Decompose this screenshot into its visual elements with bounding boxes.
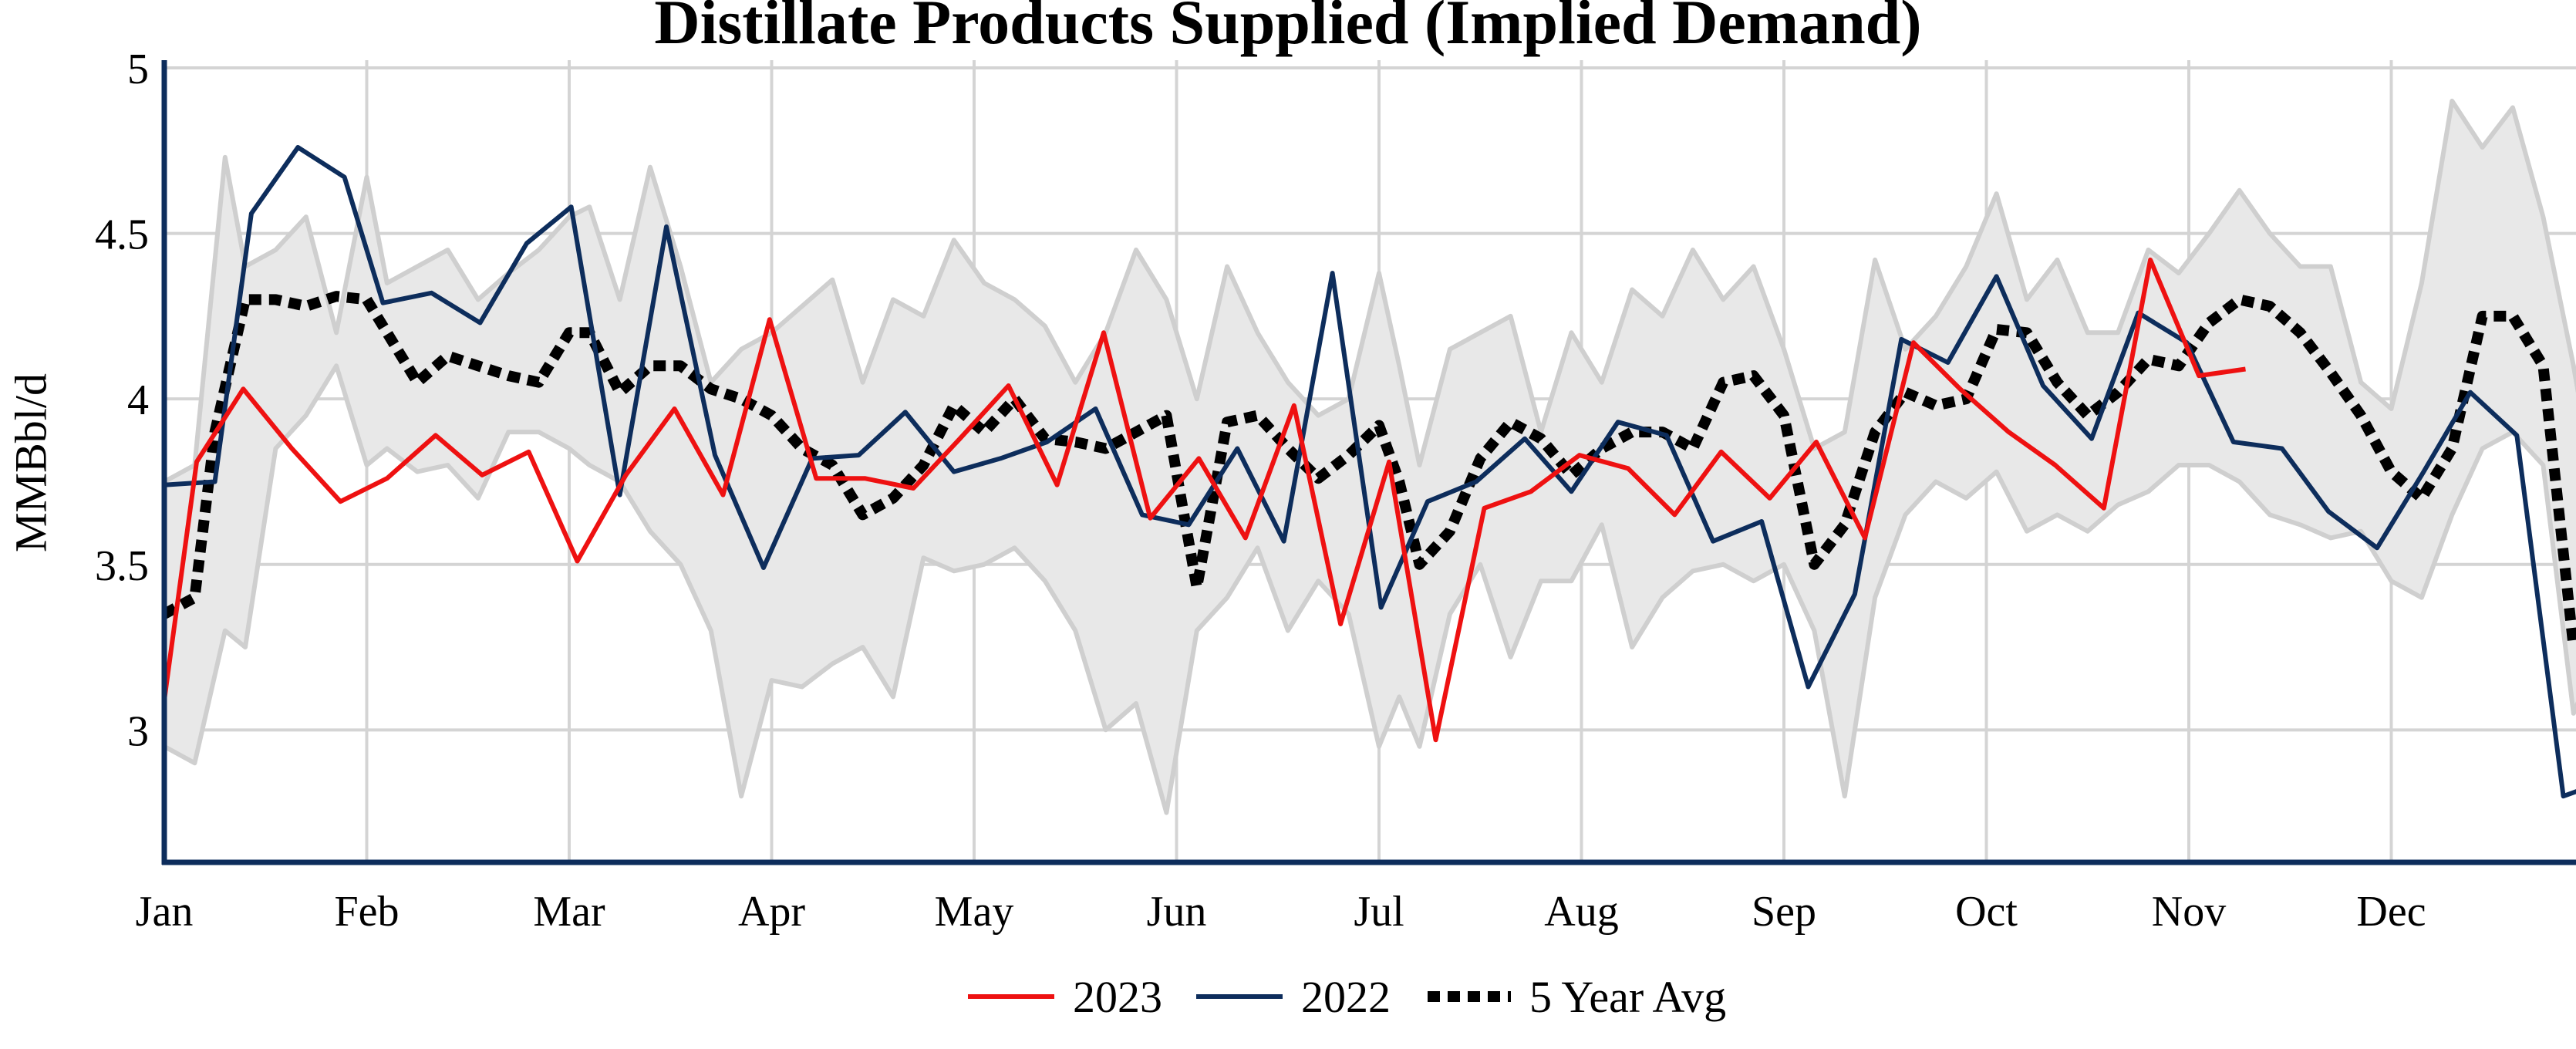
- legend-swatch-5-year-avg: [1428, 991, 1511, 1002]
- legend-item-5-year-avg: 5 Year Avg: [1425, 971, 1726, 1023]
- legend-label-2022: 2022: [1301, 971, 1391, 1022]
- y-tick-label: 3.5: [95, 542, 149, 590]
- y-tick-label: 3: [127, 707, 149, 755]
- series-2023-line: [162, 257, 2246, 743]
- y-tick-label: 4: [127, 376, 149, 424]
- range-band: [162, 98, 2576, 815]
- x-tick-label: Jun: [1147, 888, 1207, 936]
- x-tick-label: Dec: [2356, 888, 2426, 936]
- y-tick-label: 4.5: [95, 211, 149, 259]
- legend-label-5-year-avg: 5 Year Avg: [1529, 971, 1727, 1022]
- chart-title: Distillate Products Supplied (Implied De…: [654, 0, 1922, 57]
- x-tick-label: Sep: [1752, 888, 1816, 936]
- x-tick-label: Aug: [1544, 888, 1618, 936]
- legend-label-2023: 2023: [1073, 971, 1162, 1022]
- x-tick-label: Oct: [1955, 888, 2018, 936]
- x-tick-label: Jul: [1354, 888, 1404, 936]
- x-tick-label: Apr: [738, 888, 805, 936]
- legend-swatch-2023: [968, 994, 1054, 999]
- x-tick-label: Nov: [2152, 888, 2226, 936]
- legend-item-2022: 2022: [1196, 971, 1391, 1023]
- x-tick-label: Mar: [533, 888, 605, 936]
- x-tick-label: May: [935, 888, 1014, 936]
- y-tick-label: 5: [127, 46, 149, 93]
- x-tick-label: Jan: [136, 888, 194, 936]
- legend-swatch-2022: [1196, 994, 1283, 999]
- legend-item-2023: 2023: [968, 971, 1162, 1023]
- legend: 2023 2022 5 Year Avg: [968, 966, 1760, 1027]
- x-tick-label: Feb: [335, 888, 400, 936]
- series-5-year-avg-line: [161, 291, 2576, 648]
